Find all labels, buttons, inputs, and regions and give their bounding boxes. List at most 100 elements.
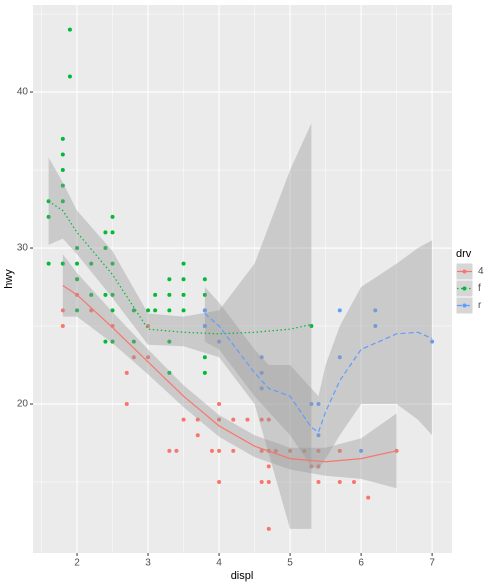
point: [217, 417, 222, 422]
point: [316, 402, 321, 407]
point: [202, 292, 207, 297]
point: [302, 448, 307, 453]
x-tick-label: 3: [145, 558, 151, 569]
point: [316, 433, 321, 438]
legend-title: drv: [456, 248, 472, 260]
point: [131, 308, 136, 313]
legend-label: f: [478, 283, 481, 294]
point: [266, 464, 271, 469]
x-tick-label: 2: [74, 558, 80, 569]
point: [202, 308, 207, 313]
point: [195, 417, 200, 422]
point: [217, 339, 222, 344]
y-tick-label: 40: [17, 87, 29, 98]
point: [181, 308, 186, 313]
point: [373, 324, 378, 329]
point: [89, 292, 94, 297]
confidence-band: [62, 254, 397, 489]
point: [309, 464, 314, 469]
point: [60, 261, 65, 266]
y-axis-label: hwy: [3, 269, 15, 289]
x-axis-label: displ: [231, 570, 254, 582]
point: [202, 277, 207, 282]
point: [217, 480, 222, 485]
point: [75, 246, 80, 251]
point: [75, 308, 80, 313]
point: [75, 261, 80, 266]
point: [316, 480, 321, 485]
x-tick-label: 5: [287, 558, 293, 569]
point: [110, 292, 115, 297]
point: [89, 261, 94, 266]
point: [181, 261, 186, 266]
point: [231, 448, 236, 453]
smooth-line: [204, 313, 433, 434]
point: [167, 308, 172, 313]
point: [245, 417, 250, 422]
point: [124, 402, 129, 407]
point: [430, 339, 435, 344]
point: [181, 292, 186, 297]
legend-label: 4: [478, 266, 484, 277]
point: [259, 480, 264, 485]
smooth-line: [48, 200, 312, 335]
point: [60, 183, 65, 188]
point: [217, 448, 222, 453]
point: [174, 448, 179, 453]
point: [131, 339, 136, 344]
point: [167, 339, 172, 344]
point: [259, 417, 264, 422]
point: [259, 448, 264, 453]
point: [146, 355, 151, 360]
confidence-band: [204, 240, 433, 470]
legend-point: [462, 269, 467, 274]
point: [373, 308, 378, 313]
panel: [33, 5, 452, 553]
point: [337, 448, 342, 453]
point: [259, 386, 264, 391]
point: [337, 355, 342, 360]
point: [181, 417, 186, 422]
point: [110, 230, 115, 235]
point: [316, 464, 321, 469]
point: [309, 324, 314, 329]
point: [351, 480, 356, 485]
point: [153, 292, 158, 297]
y-tick-label: 30: [17, 243, 29, 254]
point: [316, 448, 321, 453]
x-tick-label: 7: [429, 558, 435, 569]
point: [60, 199, 65, 204]
point: [259, 355, 264, 360]
point: [266, 526, 271, 531]
point: [167, 277, 172, 282]
point: [309, 402, 314, 407]
point: [103, 230, 108, 235]
point: [231, 417, 236, 422]
point: [359, 448, 364, 453]
point: [288, 448, 293, 453]
point: [110, 339, 115, 344]
point: [266, 417, 271, 422]
point: [202, 370, 207, 375]
point: [60, 136, 65, 141]
point: [131, 355, 136, 360]
point: [273, 448, 278, 453]
point: [60, 152, 65, 157]
point: [209, 448, 214, 453]
point: [67, 27, 72, 32]
point: [202, 324, 207, 329]
point: [259, 370, 264, 375]
point: [167, 292, 172, 297]
point: [366, 495, 371, 500]
smooth-line: [62, 284, 397, 463]
y-tick-label: 20: [17, 399, 29, 410]
point: [153, 308, 158, 313]
point: [124, 370, 129, 375]
legend-label: r: [478, 300, 482, 311]
point: [46, 214, 51, 219]
legend-point: [462, 303, 467, 308]
point: [60, 168, 65, 173]
point: [266, 480, 271, 485]
point: [67, 74, 72, 79]
